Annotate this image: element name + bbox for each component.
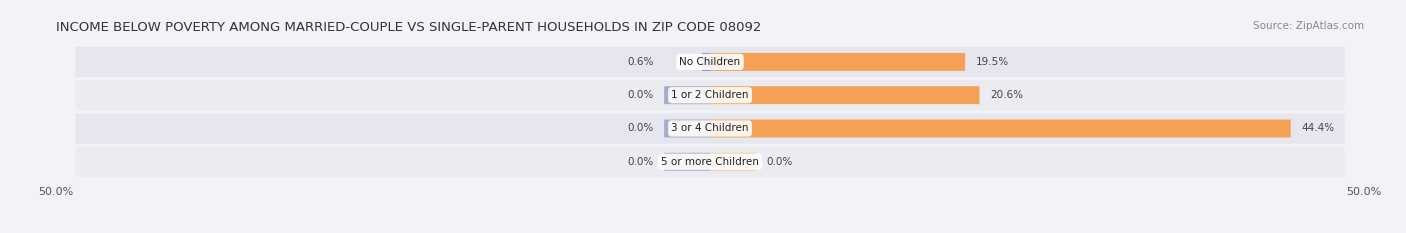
Text: 0.0%: 0.0% [627, 123, 654, 134]
Text: 20.6%: 20.6% [990, 90, 1022, 100]
FancyBboxPatch shape [710, 53, 965, 71]
Text: 1 or 2 Children: 1 or 2 Children [671, 90, 749, 100]
Text: 0.0%: 0.0% [766, 157, 793, 167]
FancyBboxPatch shape [76, 47, 1344, 77]
FancyBboxPatch shape [76, 113, 1344, 144]
Text: 5 or more Children: 5 or more Children [661, 157, 759, 167]
FancyBboxPatch shape [664, 153, 710, 171]
FancyBboxPatch shape [664, 86, 710, 104]
FancyBboxPatch shape [710, 86, 980, 104]
Text: 0.6%: 0.6% [627, 57, 654, 67]
FancyBboxPatch shape [664, 120, 710, 137]
FancyBboxPatch shape [76, 80, 1344, 110]
Text: 0.0%: 0.0% [627, 90, 654, 100]
Text: No Children: No Children [679, 57, 741, 67]
FancyBboxPatch shape [710, 153, 756, 171]
Text: Source: ZipAtlas.com: Source: ZipAtlas.com [1253, 21, 1364, 31]
FancyBboxPatch shape [710, 120, 1291, 137]
Text: INCOME BELOW POVERTY AMONG MARRIED-COUPLE VS SINGLE-PARENT HOUSEHOLDS IN ZIP COD: INCOME BELOW POVERTY AMONG MARRIED-COUPL… [56, 21, 762, 34]
FancyBboxPatch shape [702, 53, 710, 71]
Text: 3 or 4 Children: 3 or 4 Children [671, 123, 749, 134]
Text: 44.4%: 44.4% [1301, 123, 1334, 134]
FancyBboxPatch shape [76, 147, 1344, 177]
Text: 19.5%: 19.5% [976, 57, 1008, 67]
Text: 0.0%: 0.0% [627, 157, 654, 167]
